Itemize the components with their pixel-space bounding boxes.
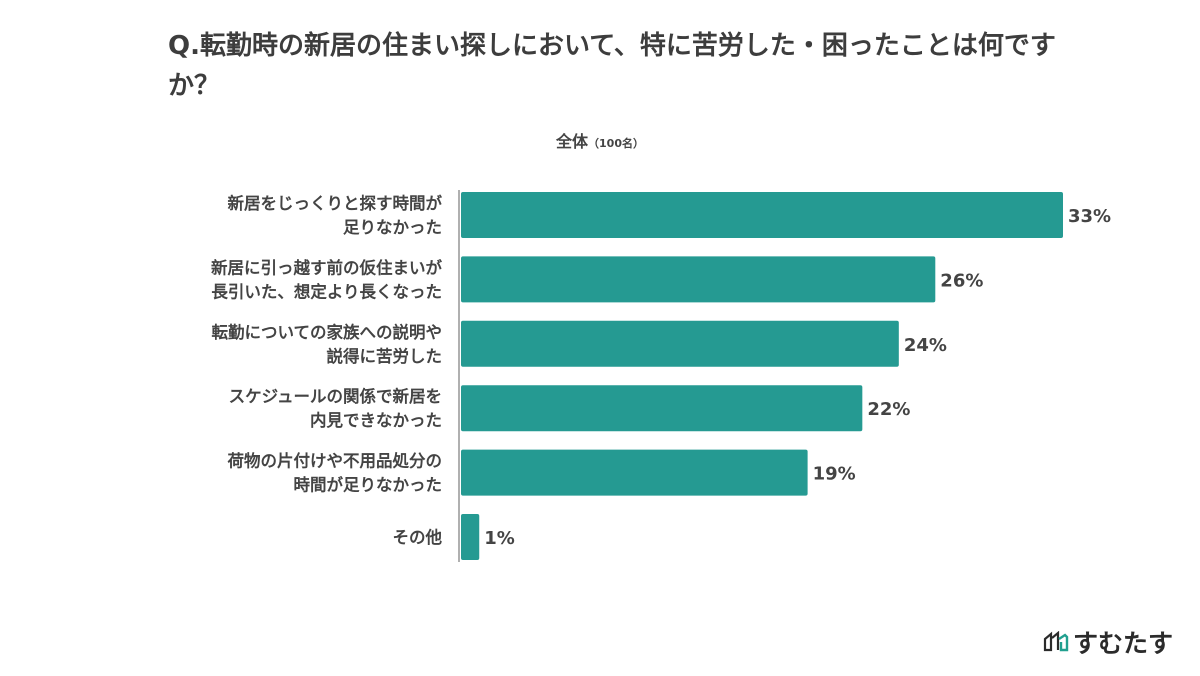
- data-label: 22%: [867, 399, 910, 420]
- logo: すむたす: [1043, 624, 1173, 660]
- data-label: 24%: [904, 335, 947, 356]
- category-label-line: 荷物の片付けや不用品処分の: [228, 451, 443, 471]
- data-label: 33%: [1068, 206, 1111, 227]
- category-label-line: 転勤についての家族への説明や: [211, 322, 442, 342]
- bar: [461, 320, 899, 367]
- logo-text: すむたす: [1073, 629, 1174, 658]
- category-label-line: 時間が足りなかった: [294, 475, 443, 495]
- data-label: 19%: [813, 464, 856, 485]
- category-label-line: 説得に苦労した: [327, 346, 443, 366]
- category-label: 新居に引っ越す前の仮住まいが長引いた、想定より長くなった: [211, 257, 443, 301]
- bar: [461, 449, 808, 496]
- category-label: 荷物の片付けや不用品処分の時間が足りなかった: [228, 451, 443, 495]
- bar: [461, 385, 863, 432]
- category-label: 転勤についての家族への説明や説得に苦労した: [211, 322, 442, 366]
- category-label-line: 新居をじっくりと探す時間が: [228, 193, 443, 213]
- subtitle-note: （100名）: [588, 137, 644, 150]
- chart-title: Q.転勤時の新居の住まい探しにおいて、特に苦労した・困ったことは何ですか？: [168, 31, 1056, 101]
- subtitle-main: 全体: [556, 132, 589, 151]
- logo-house-icon: [1043, 631, 1069, 652]
- category-label-line: 足りなかった: [343, 218, 442, 237]
- category-label: 新居をじっくりと探す時間が足りなかった: [228, 193, 443, 237]
- category-label-line: スケジュールの関係で新居を: [229, 386, 442, 406]
- data-label: 26%: [940, 270, 983, 291]
- bar: [461, 256, 936, 303]
- category-label-line: 内見できなかった: [310, 410, 442, 430]
- data-label: 1%: [484, 528, 515, 549]
- category-label-line: 新居に引っ越す前の仮住まいが: [211, 257, 443, 277]
- category-label: その他: [393, 527, 443, 547]
- category-label-line: その他: [393, 527, 443, 547]
- chart-subtitle: 全体（100名）: [0, 128, 1200, 152]
- bar: [461, 514, 480, 560]
- category-label-line: 長引いた、想定より長くなった: [211, 281, 442, 301]
- category-label: スケジュールの関係で新居を内見できなかった: [229, 386, 442, 430]
- bar: [461, 192, 1063, 238]
